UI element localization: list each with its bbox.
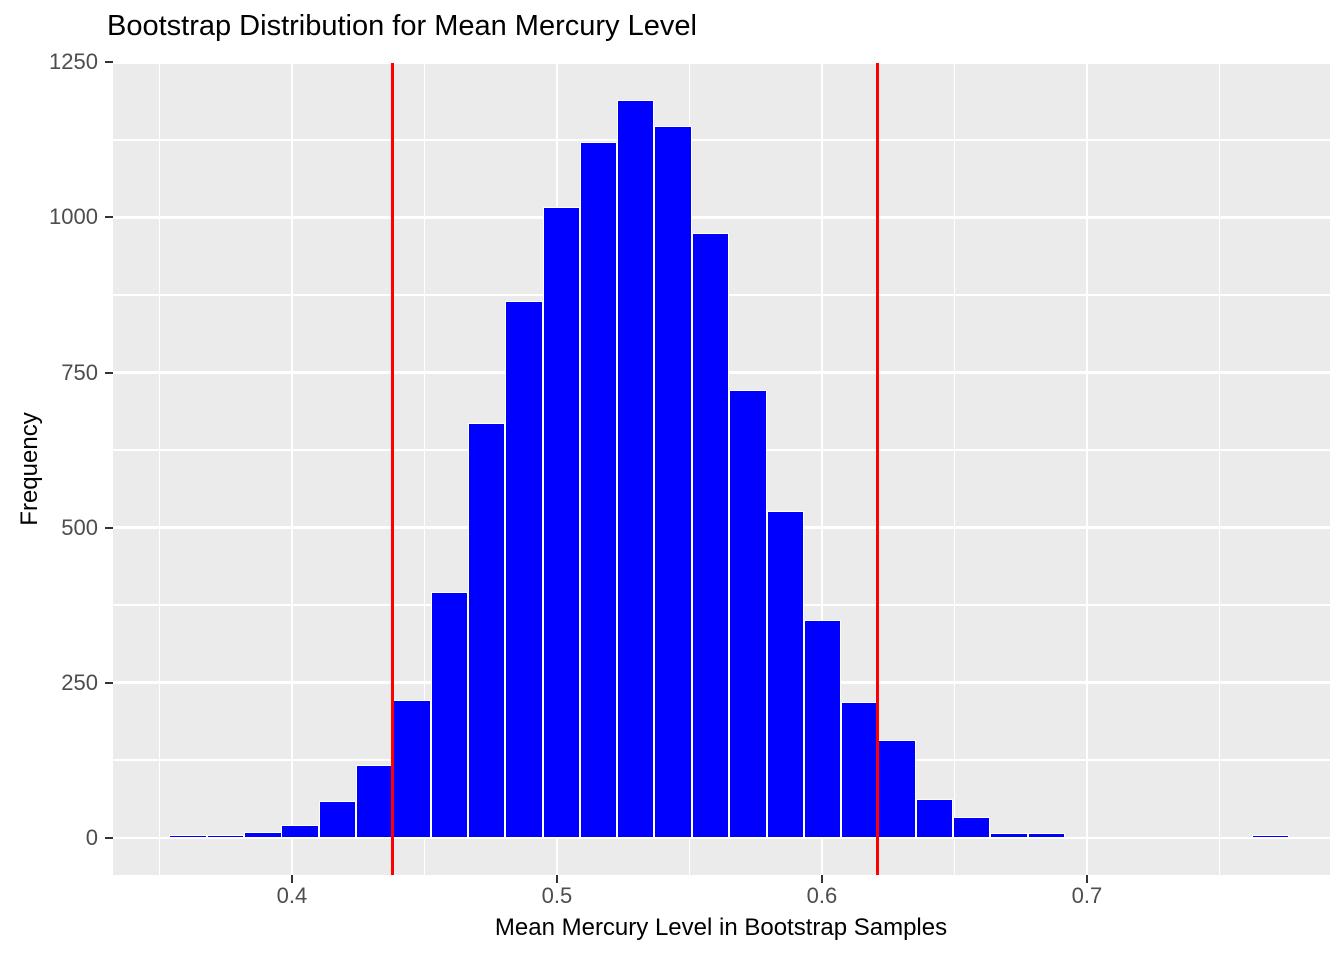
reference-line-ci-lower — [391, 63, 395, 875]
reference-line-ci-upper — [876, 63, 880, 875]
x-axis-tick — [290, 875, 293, 883]
histogram-bar — [990, 832, 1028, 838]
histogram-bar — [318, 800, 357, 838]
y-major-gridline — [113, 216, 1330, 219]
y-tick-label: 1000 — [49, 204, 98, 230]
histogram-bar — [1027, 833, 1065, 838]
x-major-gridline — [1085, 63, 1089, 875]
y-axis-tick — [105, 371, 113, 374]
histogram-bar — [169, 834, 207, 838]
y-tick-label: 1250 — [49, 49, 98, 75]
histogram-bar — [617, 100, 655, 838]
histogram-bar — [281, 825, 319, 838]
histogram-bar — [803, 620, 842, 838]
histogram-bar — [542, 206, 580, 838]
x-axis-tick — [555, 875, 558, 883]
x-major-gridline — [290, 63, 294, 875]
y-tick-label: 500 — [61, 514, 98, 540]
x-major-gridline — [820, 63, 824, 875]
x-tick-label: 0.7 — [1071, 883, 1103, 908]
histogram-bar — [729, 389, 767, 838]
y-axis-tick — [105, 526, 113, 529]
histogram-bar — [1251, 834, 1289, 838]
y-major-gridline — [113, 63, 1330, 64]
y-minor-gridline — [113, 139, 1330, 141]
chart-title: Bootstrap Distribution for Mean Mercury … — [107, 10, 697, 42]
histogram-bar — [206, 834, 245, 838]
x-minor-gridline — [953, 63, 956, 875]
y-axis-tick — [105, 681, 113, 684]
x-tick-label: 0.6 — [806, 883, 838, 908]
y-major-gridline — [113, 836, 1330, 840]
x-minor-gridline — [158, 63, 161, 875]
y-tick-label: 250 — [61, 669, 98, 695]
histogram-bar — [841, 701, 879, 838]
x-axis-tick — [1085, 875, 1088, 883]
histogram-bar — [691, 232, 730, 838]
histogram-bar — [467, 423, 506, 838]
histogram-bar — [244, 831, 282, 838]
histogram-bar — [953, 816, 991, 838]
y-axis-tick — [105, 836, 113, 839]
histogram-bar — [878, 739, 916, 838]
x-axis-tick — [820, 875, 823, 883]
histogram-bar — [915, 799, 954, 838]
histogram-bar — [766, 510, 804, 838]
histogram-bar — [430, 592, 469, 838]
y-axis-tick — [105, 216, 113, 219]
x-tick-label: 0.4 — [276, 883, 308, 908]
x-minor-gridline — [423, 63, 426, 875]
histogram-bar — [654, 125, 692, 838]
x-axis-title: Mean Mercury Level in Bootstrap Samples — [494, 914, 948, 941]
x-tick-label: 0.5 — [541, 883, 573, 908]
x-minor-gridline — [1218, 63, 1221, 875]
histogram-bar — [393, 700, 431, 838]
y-tick-label: 0 — [85, 824, 98, 850]
histogram-bar — [579, 142, 618, 838]
y-axis-title: Frequency — [16, 412, 43, 526]
plot-panel — [113, 63, 1330, 875]
histogram-bar — [356, 764, 394, 838]
y-tick-label: 750 — [61, 359, 98, 385]
histogram-bar — [505, 300, 543, 838]
y-axis-tick — [105, 61, 113, 64]
